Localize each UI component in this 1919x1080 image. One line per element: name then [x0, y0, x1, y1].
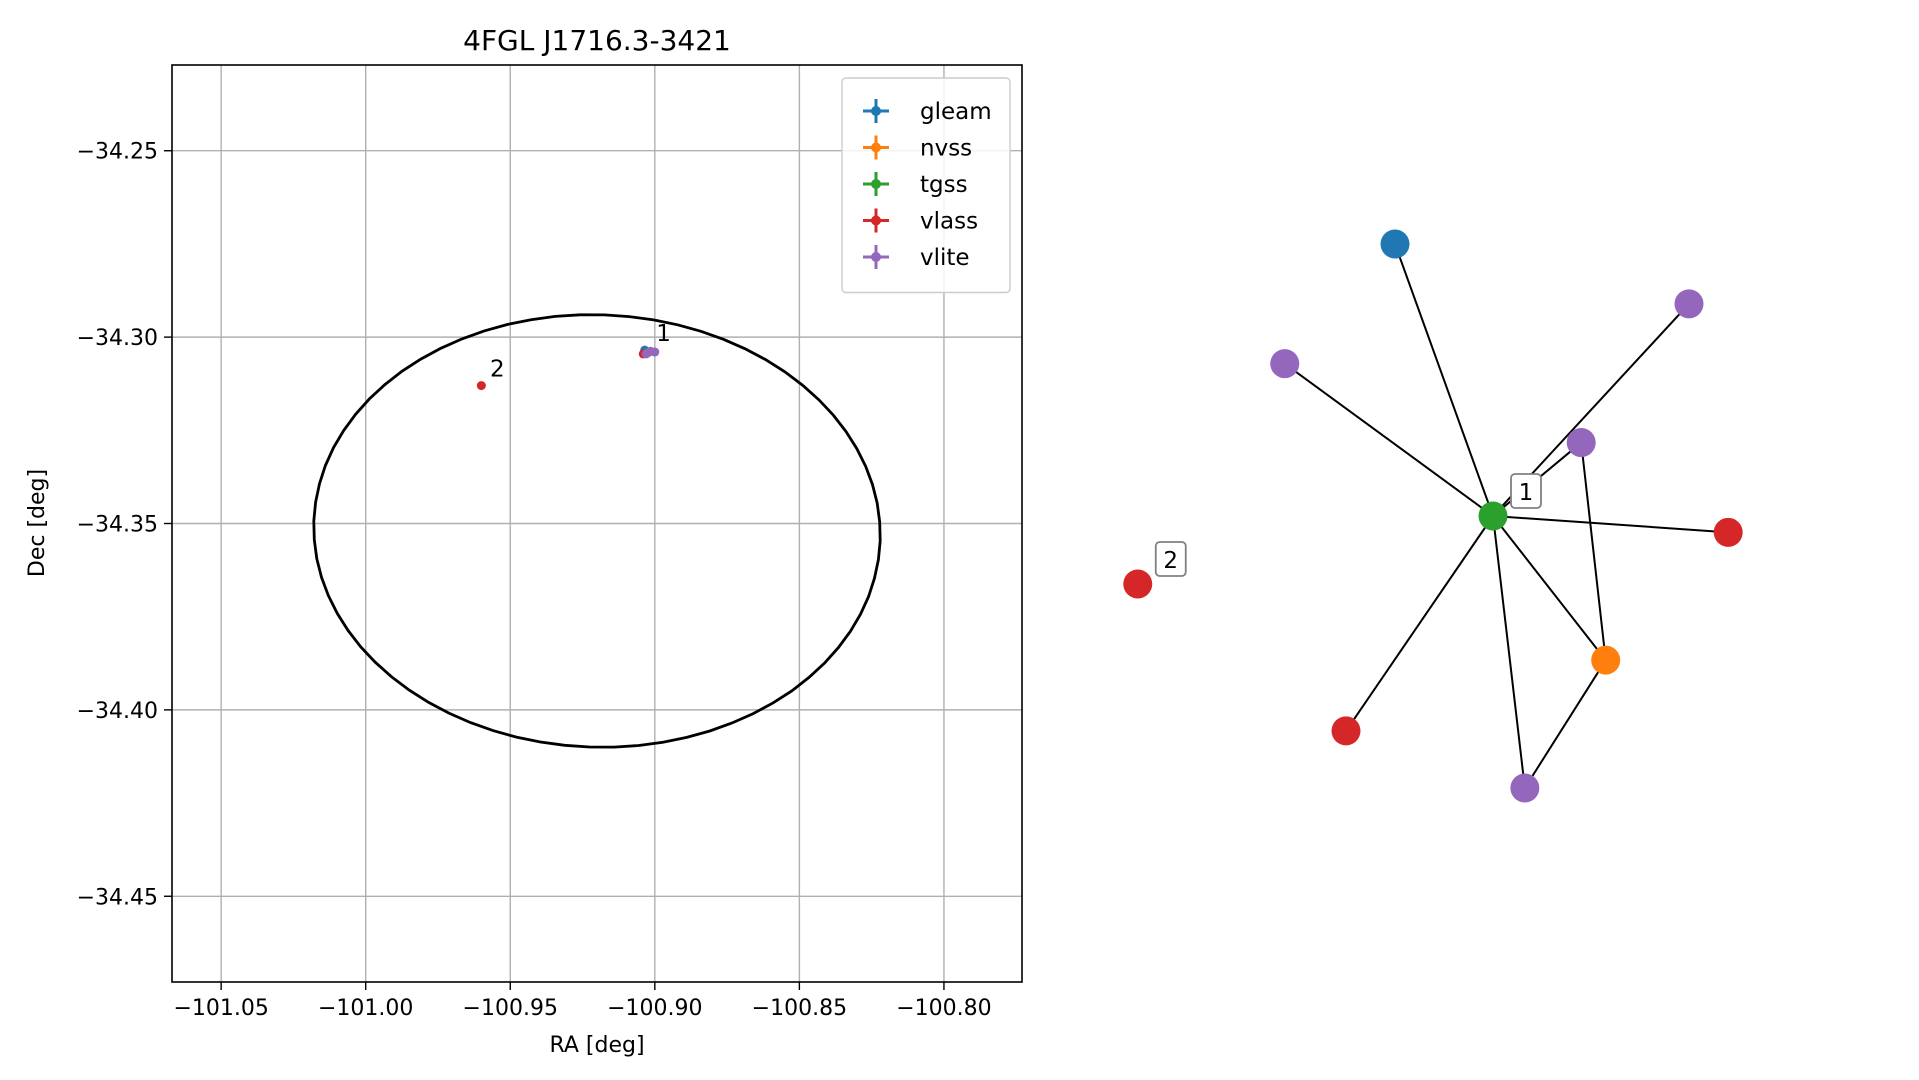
- point-annotation: 2: [490, 356, 505, 382]
- network-panel: 12: [1123, 229, 1743, 803]
- network-node: [1674, 289, 1704, 319]
- network-node: [1566, 428, 1596, 458]
- legend-box: [841, 77, 1011, 294]
- x-tick-label: −100.85: [752, 996, 847, 1021]
- network-node-label: 2: [1154, 541, 1187, 577]
- y-axis-label: Dec [deg]: [25, 469, 50, 577]
- legend-label: gleam: [920, 99, 992, 125]
- network-edge: [1524, 659, 1607, 789]
- y-tick-label: −34.45: [77, 885, 158, 910]
- network-node: [1331, 716, 1361, 746]
- data-points: [476, 345, 660, 391]
- node-label-box: [1154, 541, 1187, 577]
- network-edge: [1492, 515, 1729, 534]
- legend-marker: [871, 142, 881, 153]
- network-node: [1591, 645, 1621, 675]
- legend-marker: [871, 252, 881, 262]
- network-node: [1713, 517, 1743, 547]
- x-axis-label: RA [deg]: [549, 1033, 644, 1058]
- network-node: [1380, 229, 1410, 259]
- x-tick-label: −100.95: [463, 996, 558, 1021]
- network-node-labels: 12: [1154, 473, 1542, 577]
- legend-label: vlass: [920, 209, 978, 235]
- network-nodes: [1123, 229, 1743, 803]
- network-node: [1478, 501, 1508, 531]
- network-edge: [1492, 515, 1607, 661]
- error-ellipse-layer: [312, 313, 882, 749]
- network-edge: [1284, 362, 1494, 517]
- x-tick-label: −100.80: [896, 996, 991, 1021]
- legend-entry-vlass: vlass: [863, 208, 978, 235]
- legend: gleam nvss tgss vlass vlite: [841, 77, 1011, 294]
- x-tick-label: −101.05: [173, 996, 268, 1021]
- node-label-text: 2: [1163, 548, 1178, 574]
- network-node-label: 1: [1510, 473, 1542, 509]
- legend-entry-nvss: nvss: [863, 135, 972, 162]
- legend-marker: [871, 106, 881, 116]
- legend-label: nvss: [920, 136, 972, 162]
- point-vlass: [476, 381, 486, 391]
- y-tick-label: −34.35: [77, 513, 158, 538]
- error-ellipse: [312, 313, 882, 749]
- network-node: [1123, 569, 1153, 599]
- point-annotations: 12: [490, 321, 671, 382]
- network-edge: [1580, 442, 1607, 661]
- y-tick-label: −34.25: [77, 140, 158, 165]
- legend-label: vlite: [920, 245, 970, 271]
- legend-entry-vlite: vlite: [863, 245, 970, 271]
- node-label-box: [1510, 473, 1542, 509]
- chart-title: 4FGL J1716.3-3421: [463, 24, 731, 57]
- scatter-panel: 4FGL J1716.3-3421 12 −101.05 −101.00 −100.…: [25, 24, 1023, 1058]
- y-tick-label: −34.40: [77, 699, 158, 724]
- network-node: [1510, 773, 1540, 803]
- axis-ticks: −101.05 −101.00 −100.95 −100.90 −100.85 −100.…: [77, 140, 992, 1021]
- network-node: [1270, 349, 1300, 379]
- legend-entry-gleam: gleam: [863, 99, 992, 125]
- legend-label: tgss: [920, 172, 968, 198]
- node-label-text: 1: [1519, 480, 1534, 506]
- legend-marker: [871, 179, 881, 189]
- x-tick-label: −101.00: [318, 996, 413, 1021]
- point-vlite: [641, 349, 651, 359]
- legend-marker: [871, 215, 881, 226]
- legend-entry-tgss: tgss: [863, 172, 968, 198]
- point-annotation: 1: [656, 321, 671, 347]
- network-edge: [1345, 515, 1494, 732]
- y-tick-label: −34.30: [77, 326, 158, 351]
- network-edge: [1492, 515, 1526, 789]
- network-edges: [1284, 243, 1729, 789]
- x-tick-label: −100.90: [607, 996, 702, 1021]
- network-edge: [1394, 243, 1494, 517]
